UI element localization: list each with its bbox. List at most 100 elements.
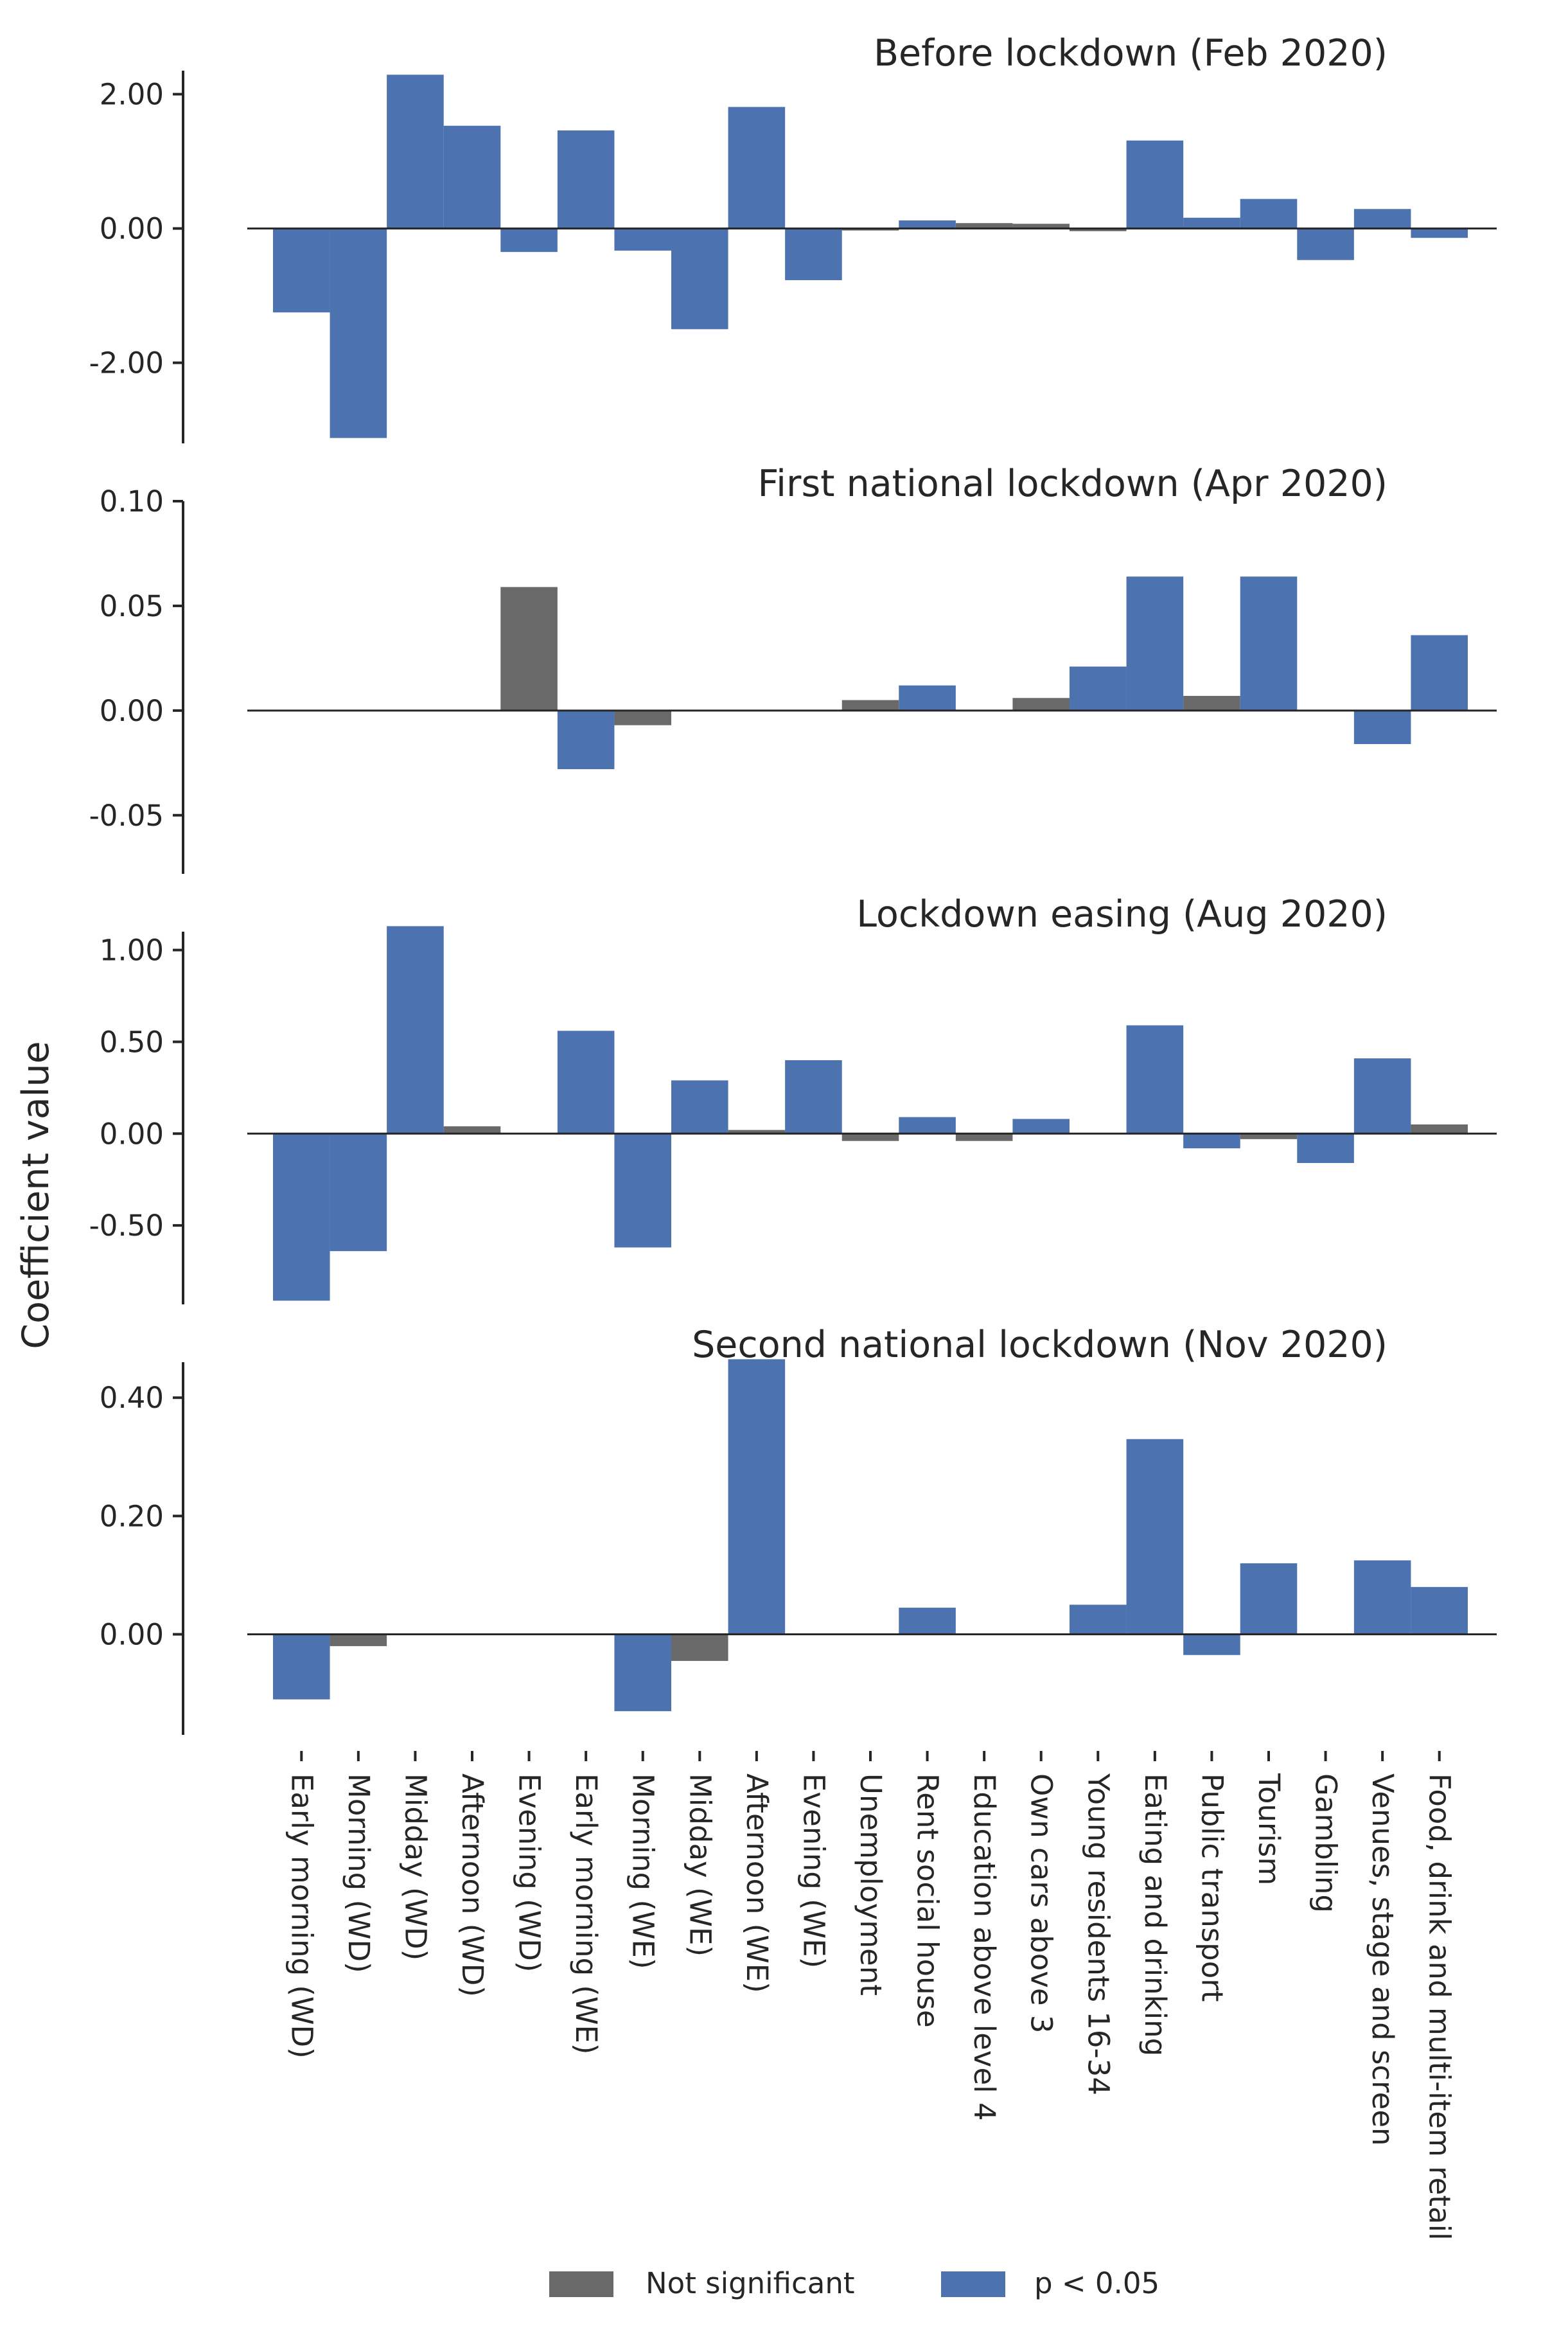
bar-3-12	[899, 1117, 956, 1134]
x-tick-label: Eating and drinking	[1138, 1773, 1172, 2056]
bar-1-2	[330, 228, 387, 438]
x-tick-label: Tourism	[1252, 1773, 1286, 1885]
bar-2-15	[1070, 666, 1127, 711]
bar-1-19	[1297, 228, 1354, 260]
y-tick-label: 1.00	[100, 934, 164, 968]
x-tick-label: Food, drink and multi-item retail	[1423, 1773, 1457, 2241]
y-tick-label: 0.20	[100, 1499, 164, 1533]
bar-2-18	[1240, 576, 1298, 711]
x-tick-label: Early morning (WE)	[569, 1773, 603, 2054]
bar-2-5	[500, 587, 558, 711]
panel-3: -0.50 0.00 0.50 1.00 Lockdown easing (Aug 20…	[89, 893, 1497, 1304]
bar-2-6	[557, 710, 615, 770]
bar-3-9	[728, 1130, 786, 1134]
bar-3-13	[955, 1133, 1013, 1141]
x-tick-label: Unemployment	[854, 1773, 888, 1996]
bar-2-12	[899, 685, 956, 711]
x-tick-label: Early morning (WD)	[285, 1773, 319, 2059]
panel-4: 0.00 0.20 0.40 Second national lockdown (No…	[100, 1324, 1497, 1735]
y-tick-label: 0.00	[100, 694, 164, 728]
x-tick-label: Public transport	[1195, 1773, 1229, 2002]
y-tick-label: -0.50	[89, 1209, 164, 1243]
bar-3-11	[841, 1133, 899, 1141]
y-axis-label: Coefficient value	[15, 1041, 57, 1349]
panel-title: Before lockdown (Feb 2020)	[874, 32, 1387, 75]
category-labels: Early morning (WD) Morning (WD) Midday (WD…	[285, 1751, 1457, 2241]
legend-label-significant: p < 0.05	[1034, 2266, 1159, 2300]
bar-4-17	[1183, 1634, 1240, 1655]
bar-3-10	[785, 1060, 842, 1134]
x-tick-label: Afternoon (WE)	[740, 1773, 774, 1993]
bar-3-20	[1353, 1058, 1411, 1134]
y-tick-label: 0.10	[100, 484, 164, 519]
bar-1-14	[1012, 224, 1070, 229]
x-tick-label: Education above level 4	[967, 1773, 1001, 2121]
y-tick-label: 2.00	[100, 78, 164, 112]
x-tick-label: Evening (WE)	[797, 1773, 831, 1968]
bar-2-20	[1353, 710, 1411, 744]
bar-1-7	[614, 228, 671, 251]
legend: Not significant p < 0.05	[549, 2266, 1159, 2300]
x-tick-label: Morning (WE)	[626, 1773, 660, 1969]
bar-1-6	[557, 130, 615, 229]
y-tick-label: 0.05	[100, 589, 164, 623]
x-tick-label: Afternoon (WD)	[455, 1773, 489, 1997]
bar-1-21	[1411, 228, 1468, 238]
x-tick-label: Young residents 16-34	[1081, 1773, 1115, 2095]
x-tick-label: Gambling	[1309, 1773, 1343, 1913]
bar-1-9	[728, 107, 786, 229]
bar-4-2	[330, 1634, 387, 1646]
bar-3-3	[387, 926, 444, 1134]
bar-3-18	[1240, 1133, 1298, 1139]
panel-title: Lockdown easing (Aug 2020)	[856, 893, 1387, 936]
bar-2-7	[614, 710, 671, 725]
bar-4-7	[614, 1634, 671, 1712]
bar-3-19	[1297, 1133, 1354, 1163]
panel-1: -2.00 0.00 2.00 Before lockdown (Feb 2020)	[89, 32, 1497, 443]
y-tick-label: 0.00	[100, 1117, 164, 1151]
bar-3-6	[557, 1031, 615, 1134]
bar-2-14	[1012, 698, 1070, 711]
bar-3-4	[443, 1126, 501, 1134]
x-tick-label: Own cars above 3	[1025, 1773, 1059, 2034]
bar-1-10	[785, 228, 842, 281]
panel-2: -0.05 0.00 0.05 0.10 First national lockdown…	[89, 463, 1497, 874]
bar-1-18	[1240, 199, 1298, 229]
bar-1-12	[899, 220, 956, 229]
panel-title: First national lockdown (Apr 2020)	[758, 463, 1387, 505]
bar-3-17	[1183, 1133, 1240, 1149]
bar-4-16	[1126, 1439, 1184, 1635]
x-tick-label: Morning (WD)	[342, 1773, 376, 1973]
x-tick-label: Midday (WE)	[683, 1773, 717, 1957]
bar-3-8	[671, 1080, 728, 1134]
bar-2-21	[1411, 635, 1468, 711]
bar-1-8	[671, 228, 728, 330]
bar-1-13	[955, 223, 1013, 229]
bar-3-2	[330, 1133, 387, 1252]
panel-title: Second national lockdown (Nov 2020)	[692, 1324, 1387, 1366]
bar-4-15	[1070, 1604, 1127, 1635]
x-tick-label: Evening (WD)	[513, 1773, 547, 1972]
y-tick-label: 0.40	[100, 1381, 164, 1415]
bar-4-12	[899, 1608, 956, 1635]
bar-4-1	[273, 1634, 330, 1700]
bar-1-5	[500, 228, 558, 253]
bar-4-18	[1240, 1563, 1298, 1635]
y-tick-label: -2.00	[89, 346, 164, 380]
bar-3-16	[1126, 1025, 1184, 1134]
bar-3-1	[273, 1133, 330, 1301]
legend-swatch-significant	[941, 2271, 1005, 2297]
bar-1-20	[1353, 209, 1411, 229]
bar-3-14	[1012, 1119, 1070, 1134]
x-tick-label: Midday (WD)	[398, 1773, 432, 1960]
legend-swatch-not-significant	[549, 2271, 613, 2297]
x-tick-label: Rent social house	[911, 1773, 945, 2028]
y-tick-label: -0.05	[89, 799, 164, 833]
bar-4-20	[1353, 1560, 1411, 1635]
y-tick-label: 0.50	[100, 1025, 164, 1059]
bar-4-8	[671, 1634, 728, 1661]
bar-2-17	[1183, 696, 1240, 711]
bar-2-11	[841, 700, 899, 711]
bar-4-21	[1411, 1586, 1468, 1635]
